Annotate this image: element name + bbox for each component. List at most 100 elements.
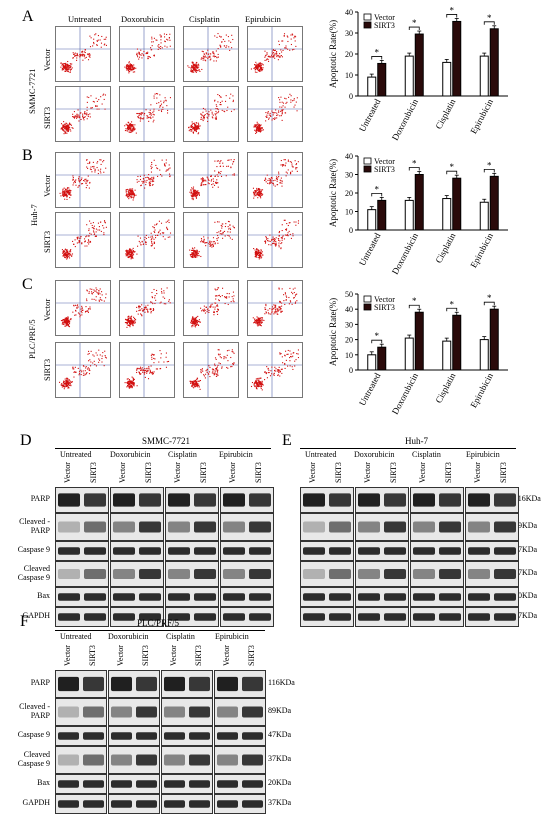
blot-band	[494, 547, 516, 555]
blot-strip	[214, 670, 266, 698]
blot-f-cell-line: PLC/PRF/5	[137, 618, 180, 628]
blot-band	[439, 547, 461, 555]
bar-vector	[479, 55, 489, 97]
blot-band	[168, 568, 190, 580]
blot-band	[168, 613, 190, 621]
blot-strip	[55, 487, 109, 513]
blot-strip	[110, 541, 164, 561]
kda-label: 37KDa	[514, 568, 538, 577]
lane-label-vector: Vector	[168, 645, 178, 666]
blot-band	[249, 521, 271, 533]
blot-band	[84, 521, 106, 533]
blot-band	[217, 676, 238, 692]
row-label-sirt3-a: SIRT3	[42, 106, 52, 130]
blot-strip	[410, 487, 464, 513]
blot-band	[494, 521, 516, 533]
kda-label: 47KDa	[514, 545, 538, 554]
blot-row-label: PARP	[30, 494, 50, 503]
y-axis-label: Apoptotic Rate(%)	[328, 159, 338, 227]
blot-strip	[55, 541, 109, 561]
blot-strip	[300, 607, 354, 627]
kda-label: 20KDa	[268, 778, 292, 787]
flow-plot	[119, 86, 175, 142]
blot-band	[249, 568, 271, 580]
lane-label-vector: Vector	[115, 645, 125, 666]
blot-band	[84, 613, 106, 621]
blot-strip	[110, 487, 164, 513]
blot-row-label: Cleaved -PARP	[19, 702, 50, 720]
blot-band	[139, 593, 161, 601]
flow-header-cisplatin: Cisplatin	[189, 14, 220, 24]
blot-d-treat-doxorubicin: Doxorubicin	[110, 450, 151, 459]
bar-chart-c: 0 10 20 30 40 50 Apoptotic Rate(%) * Untreated * D…	[328, 284, 528, 420]
blot-strip	[220, 513, 274, 541]
bar-vector	[442, 198, 452, 231]
blot-strip	[355, 607, 409, 627]
blot-band	[58, 800, 79, 808]
blot-band	[84, 593, 106, 601]
blot-strip	[465, 487, 519, 513]
blot-band	[113, 547, 135, 555]
flow-plot	[119, 280, 175, 336]
row-label-vector-b: Vector	[42, 174, 52, 198]
blot-strip	[465, 587, 519, 607]
bar-vector	[404, 199, 414, 231]
blot-strip	[220, 607, 274, 627]
flow-plot	[247, 86, 303, 142]
blot-band	[413, 568, 435, 580]
flow-plot	[247, 280, 303, 336]
blot-band	[468, 521, 490, 533]
blot-strip	[300, 587, 354, 607]
blot-e-header-line	[300, 448, 516, 449]
bar-sirt3	[452, 314, 462, 371]
blot-band	[139, 613, 161, 621]
blot-strip	[55, 794, 107, 814]
significance-star: *	[450, 162, 455, 172]
row-label-sirt3-c: SIRT3	[42, 358, 52, 382]
row-label-sirt3-b: SIRT3	[42, 230, 52, 254]
y-tick-label: 20	[345, 189, 353, 198]
lane-label-vector: Vector	[173, 462, 182, 483]
significance-star: *	[487, 160, 492, 170]
significance-bracket	[446, 307, 458, 312]
blot-band	[189, 706, 210, 718]
blot-band	[329, 547, 351, 555]
blot-band	[217, 754, 238, 766]
blot-row-label: Cleaved -PARP	[19, 517, 50, 535]
blot-band	[384, 613, 406, 621]
x-tick-label: Doxorubicin	[390, 371, 420, 416]
blot-band	[223, 568, 245, 580]
blot-band	[194, 613, 216, 621]
flow-header-untreated: Untreated	[68, 14, 102, 24]
blot-band	[413, 521, 435, 533]
blot-strip	[108, 774, 160, 794]
flow-plot	[247, 152, 303, 208]
blot-row-label: Cleaved Caspase 9	[17, 564, 50, 582]
blot-band	[242, 732, 263, 740]
lane-label-sirt3: SIRT3	[144, 462, 153, 483]
bar-vector	[479, 339, 489, 371]
blot-band	[303, 493, 325, 507]
lane-label-sirt3: SIRT3	[499, 462, 508, 483]
blot-band	[58, 521, 80, 533]
legend-label-vector: Vector	[374, 295, 395, 304]
lane-label-sirt3: SIRT3	[444, 462, 453, 483]
x-tick-label: Cisplatin	[433, 97, 457, 131]
legend-label-vector: Vector	[374, 13, 395, 22]
blot-band	[58, 568, 80, 580]
blot-band	[242, 754, 263, 766]
significance-bracket	[371, 193, 383, 197]
blot-band	[189, 780, 210, 788]
significance-star: *	[412, 18, 417, 28]
kda-label: 47KDa	[268, 730, 292, 739]
blot-band	[58, 780, 79, 788]
bar-sirt3	[489, 28, 499, 97]
blot-strip	[55, 726, 107, 746]
blot-band	[168, 547, 190, 555]
blot-band	[384, 568, 406, 580]
blot-band	[303, 613, 325, 621]
blot-strip	[161, 698, 213, 726]
row-label-vector-a: Vector	[42, 48, 52, 72]
blot-band	[136, 780, 157, 788]
blot-strip	[300, 513, 354, 541]
